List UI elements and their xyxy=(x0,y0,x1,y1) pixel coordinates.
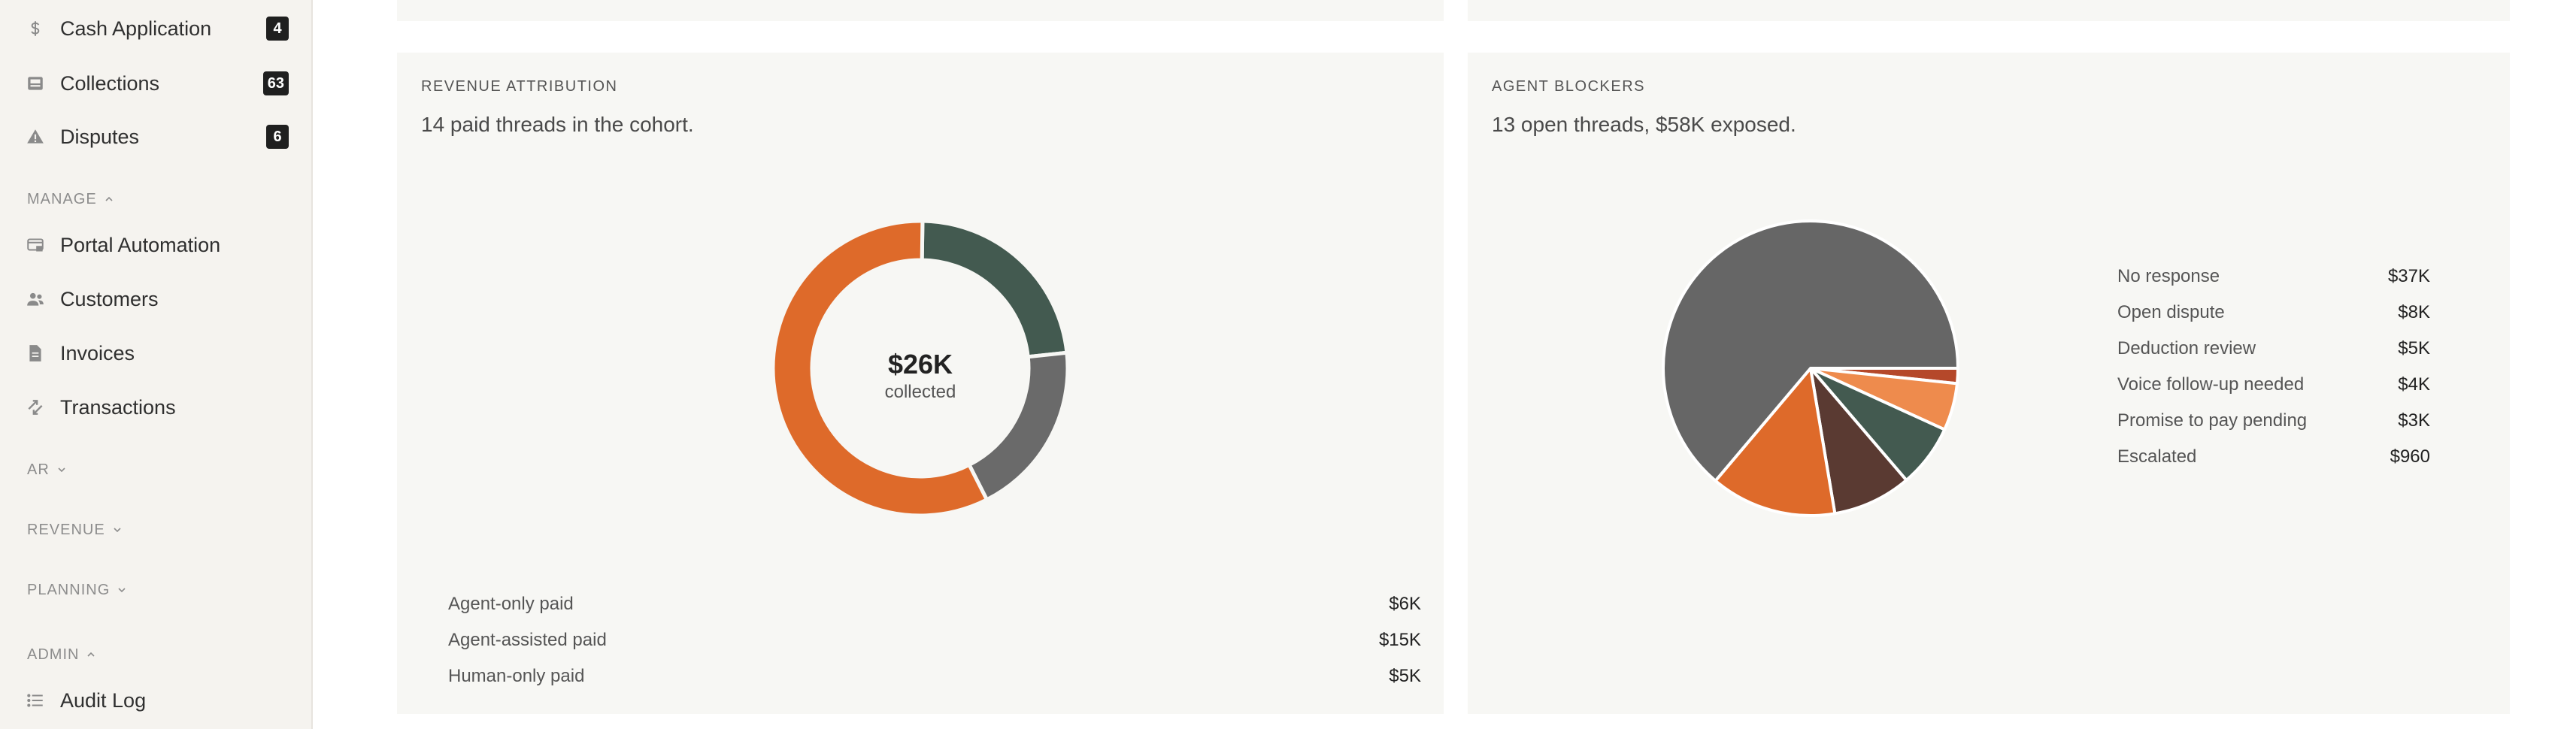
donut-center-label: collected xyxy=(884,382,956,402)
main-content: REVENUE ATTRIBUTION 14 paid threads in t… xyxy=(313,0,2576,729)
sidebar-item-invoices[interactable]: Invoices xyxy=(24,332,289,374)
legend-label: Open dispute xyxy=(2117,302,2225,322)
card-subtitle: 13 open threads, $58K exposed. xyxy=(1492,113,1796,136)
legend-label: Agent-assisted paid xyxy=(448,630,607,650)
list-icon xyxy=(24,689,47,712)
card-title: REVENUE ATTRIBUTION xyxy=(421,78,618,95)
sidebar: Cash Application 4 Collections 63 Disput… xyxy=(0,0,313,729)
legend-value: $15K xyxy=(1378,630,1421,650)
revenue-attribution-card: REVENUE ATTRIBUTION 14 paid threads in t… xyxy=(397,53,1444,714)
donut-slice-agent-assisted-paid xyxy=(771,219,989,518)
legend-label: Escalated xyxy=(2117,446,2197,467)
users-icon xyxy=(24,288,47,310)
previous-card xyxy=(397,0,1444,21)
document-icon xyxy=(24,342,47,364)
browser-icon xyxy=(24,234,47,256)
donut-slice-agent-only-paid xyxy=(920,219,1069,359)
chevron-up-icon xyxy=(87,652,95,657)
count-badge: 6 xyxy=(266,125,289,149)
revenue-donut-chart xyxy=(771,219,1070,518)
count-badge: 4 xyxy=(266,17,289,41)
inbox-icon xyxy=(24,72,47,95)
section-label: MANAGE xyxy=(27,190,97,207)
sidebar-item-transactions[interactable]: Transactions xyxy=(24,386,289,428)
legend-row: Human-only paid $5K xyxy=(448,666,1421,687)
legend-value: $960 xyxy=(2390,446,2430,467)
section-label: REVENUE xyxy=(27,521,105,538)
section-ar-toggle[interactable]: AR xyxy=(27,458,68,481)
legend-label: Agent-only paid xyxy=(448,594,574,614)
section-planning-toggle[interactable]: PLANNING xyxy=(27,579,128,601)
legend-value: $5K xyxy=(1389,666,1421,686)
legend-value: $6K xyxy=(1389,594,1421,614)
pie-slice-deduction-review xyxy=(1809,367,1908,516)
legend-value: $3K xyxy=(2398,410,2430,431)
sidebar-item-label: Portal Automation xyxy=(60,233,221,256)
warning-icon xyxy=(24,126,47,148)
sidebar-item-label: Invoices xyxy=(60,341,135,364)
donut-center-value: $26K xyxy=(887,349,953,380)
agent-blockers-card: AGENT BLOCKERS 13 open threads, $58K exp… xyxy=(1468,53,2510,714)
section-label: PLANNING xyxy=(27,581,111,598)
pie-slice-no-response xyxy=(1662,219,1959,482)
legend-row: Promise to pay pending $3K xyxy=(2117,410,2430,431)
chevron-up-icon xyxy=(105,196,113,201)
legend-row: Open dispute $8K xyxy=(2117,302,2430,323)
legend-label: Promise to pay pending xyxy=(2117,410,2308,431)
legend-label: Voice follow-up needed xyxy=(2117,374,2305,395)
chevron-down-icon xyxy=(58,467,65,473)
section-manage-toggle[interactable]: MANAGE xyxy=(27,188,115,210)
section-label: ADMIN xyxy=(27,646,80,663)
sidebar-item-customers[interactable]: Customers xyxy=(24,278,289,320)
chevron-down-icon xyxy=(114,528,121,533)
legend-label: Deduction review xyxy=(2117,338,2256,358)
transfer-icon xyxy=(24,396,47,419)
sidebar-item-disputes[interactable]: Disputes 6 xyxy=(24,116,289,158)
count-badge: 63 xyxy=(262,71,289,95)
legend-value: $5K xyxy=(2398,338,2430,358)
chevron-down-icon xyxy=(118,588,126,593)
section-admin-toggle[interactable]: ADMIN xyxy=(27,643,97,666)
legend-row: Agent-assisted paid $15K xyxy=(448,630,1421,651)
sidebar-item-label: Audit Log xyxy=(60,688,147,712)
legend-row: Deduction review $5K xyxy=(2117,338,2430,359)
legend-value: $37K xyxy=(2387,266,2430,286)
section-revenue-toggle[interactable]: REVENUE xyxy=(27,519,123,541)
sidebar-item-label: Customers xyxy=(60,287,159,310)
legend-value: $8K xyxy=(2398,302,2430,322)
sidebar-item-label: Transactions xyxy=(60,395,176,419)
pie-slice-open-dispute xyxy=(1714,367,1837,517)
blockers-pie-chart xyxy=(1662,219,1959,517)
legend-label: No response xyxy=(2117,266,2220,286)
previous-card xyxy=(1468,0,2510,21)
dollar-icon xyxy=(24,17,47,40)
sidebar-item-portal-automation[interactable]: Portal Automation xyxy=(24,224,289,266)
donut-center: $26K collected xyxy=(845,349,996,403)
sidebar-item-label: Cash Application xyxy=(60,17,212,40)
sidebar-item-label: Collections xyxy=(60,71,160,95)
sidebar-item-label: Disputes xyxy=(60,125,140,148)
card-title: AGENT BLOCKERS xyxy=(1492,78,1646,95)
legend-label: Human-only paid xyxy=(448,666,585,686)
section-label: AR xyxy=(27,461,50,478)
legend-row: No response $37K xyxy=(2117,266,2430,287)
legend-row: Voice follow-up needed $4K xyxy=(2117,374,2430,395)
legend-value: $4K xyxy=(2398,374,2430,395)
card-subtitle: 14 paid threads in the cohort. xyxy=(421,113,694,136)
sidebar-item-collections[interactable]: Collections 63 xyxy=(24,62,289,104)
sidebar-item-cash-application[interactable]: Cash Application 4 xyxy=(24,8,289,50)
legend-row: Escalated $960 xyxy=(2117,446,2430,467)
sidebar-item-audit-log[interactable]: Audit Log xyxy=(24,679,289,721)
legend-row: Agent-only paid $6K xyxy=(448,594,1421,615)
